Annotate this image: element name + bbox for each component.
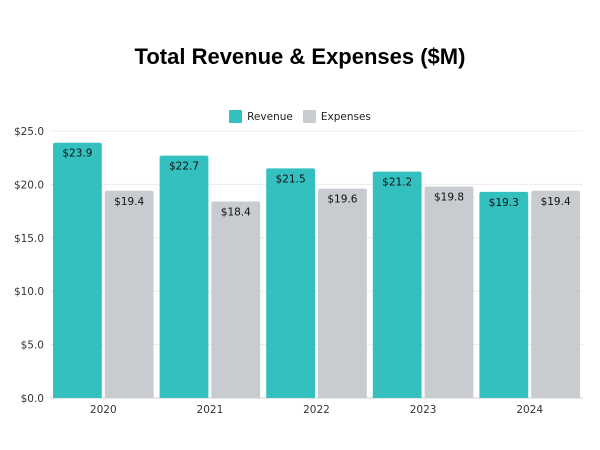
x-tick-label: 2023: [410, 404, 437, 416]
bar-revenue-2020[interactable]: [53, 142, 102, 398]
y-tick-label: $25.0: [14, 126, 44, 138]
data-label-expenses-2020: $19.4: [114, 196, 144, 208]
x-tick-label: 2024: [516, 404, 543, 416]
bar-revenue-2024[interactable]: [479, 191, 529, 398]
bar-expenses-2020[interactable]: [104, 190, 154, 398]
x-tick-label: 2022: [303, 404, 330, 416]
bar-expenses-2024[interactable]: [531, 190, 580, 398]
legend: Revenue Expenses: [0, 110, 600, 123]
data-label-revenue-2020: $23.9: [62, 148, 92, 160]
bar-revenue-2022[interactable]: [266, 168, 315, 398]
legend-item-expenses[interactable]: Expenses: [302, 110, 371, 123]
data-label-expenses-2023: $19.8: [434, 192, 464, 204]
bar-expenses-2022[interactable]: [318, 188, 367, 398]
y-tick-label: $20.0: [14, 179, 44, 191]
data-label-expenses-2021: $18.4: [221, 206, 251, 218]
legend-swatch-revenue: [229, 110, 243, 123]
data-label-revenue-2024: $19.3: [489, 197, 519, 209]
x-tick-label: 2021: [197, 404, 224, 416]
data-label-revenue-2023: $21.2: [382, 177, 412, 189]
bar-expenses-2023[interactable]: [424, 186, 474, 398]
legend-label-revenue: Revenue: [247, 110, 293, 123]
y-tick-label: $0.0: [21, 393, 44, 405]
y-tick-label: $15.0: [14, 233, 44, 245]
bar-revenue-2021[interactable]: [159, 155, 209, 398]
bar-revenue-2023[interactable]: [372, 171, 422, 398]
bar-expenses-2021[interactable]: [211, 201, 261, 398]
data-label-expenses-2024: $19.4: [541, 196, 571, 208]
y-tick-label: $10.0: [14, 286, 44, 298]
x-tick-label: 2020: [90, 404, 117, 416]
chart-title: Total Revenue & Expenses ($M): [134, 44, 466, 69]
data-label-expenses-2022: $19.6: [327, 194, 357, 206]
y-tick-label: $5.0: [21, 340, 44, 352]
data-label-revenue-2022: $21.5: [276, 173, 306, 185]
data-label-revenue-2021: $22.7: [169, 161, 199, 173]
legend-label-expenses: Expenses: [320, 110, 371, 123]
legend-item-revenue[interactable]: Revenue: [229, 110, 293, 123]
legend-swatch-expenses: [302, 110, 316, 123]
